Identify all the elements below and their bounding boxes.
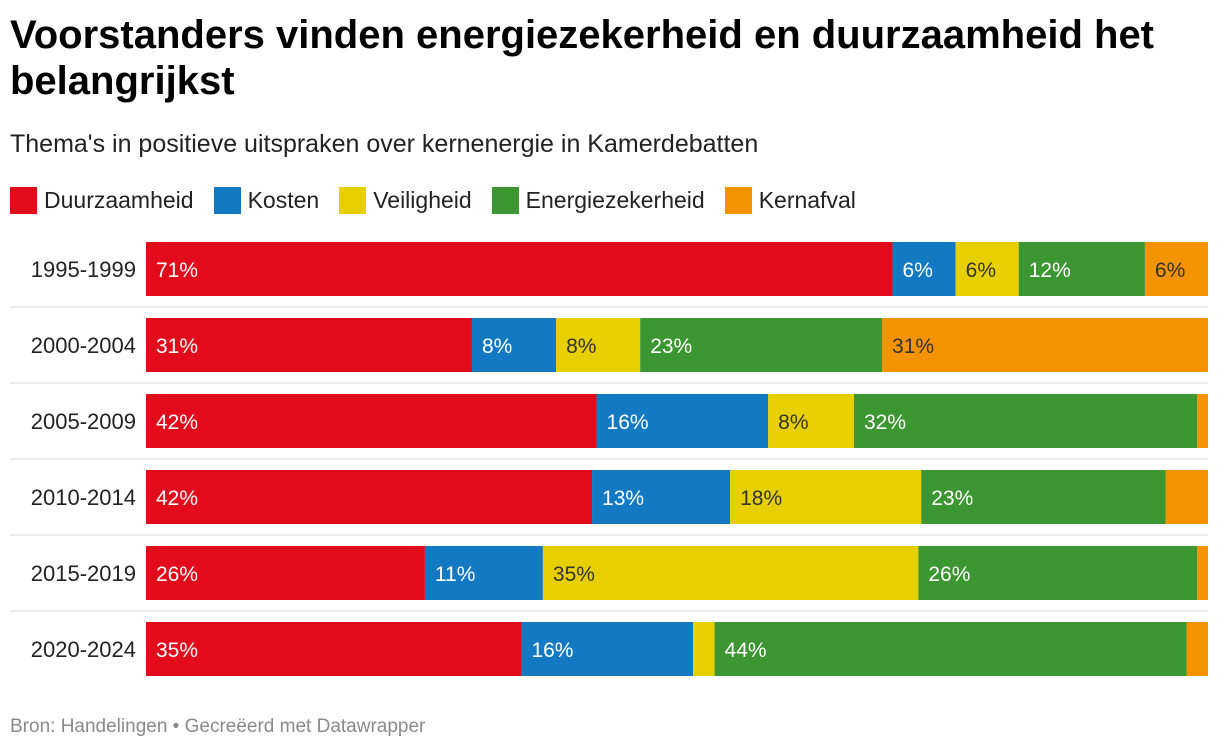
legend-item-energiezekerheid: Energiezekerheid xyxy=(491,186,705,214)
data-label: 26% xyxy=(928,563,970,586)
legend-swatch xyxy=(724,186,752,214)
data-label: 16% xyxy=(531,639,573,662)
data-label: 23% xyxy=(931,487,973,510)
bar-segment xyxy=(146,318,472,372)
row-label: 2005-2009 xyxy=(31,409,136,434)
bar-segment xyxy=(521,622,694,676)
legend-label: Kosten xyxy=(247,186,320,213)
legend-swatch xyxy=(339,186,367,214)
data-label: 8% xyxy=(482,335,512,358)
source-note: Bron: Handelingen • Gecreëerd met Datawr… xyxy=(10,716,426,737)
bar-segment xyxy=(146,394,597,448)
bar-segment xyxy=(146,546,425,600)
data-label: 42% xyxy=(156,411,198,434)
bar-segment xyxy=(542,546,919,600)
bar-segment xyxy=(1018,242,1145,296)
data-label: 8% xyxy=(778,411,808,434)
data-label: 32% xyxy=(864,411,906,434)
row-label: 2015-2019 xyxy=(31,561,136,586)
bar-segment xyxy=(640,318,883,372)
data-label: 11% xyxy=(435,563,475,586)
data-label: 35% xyxy=(156,639,198,662)
data-label: 6% xyxy=(903,259,933,282)
chart-legend: Duurzaamheid Kosten Veiligheid Energiezeker… xyxy=(10,185,876,215)
data-label: 35% xyxy=(553,563,595,586)
chart-subtitle: Thema's in positieve uitspraken over ker… xyxy=(10,130,759,158)
bar-segment xyxy=(693,622,715,676)
data-label: 26% xyxy=(156,563,198,586)
bar-segment xyxy=(146,622,522,676)
data-label: 23% xyxy=(650,335,692,358)
bar-segment xyxy=(892,242,956,296)
legend-label: Duurzaamheid xyxy=(44,186,194,213)
bar-segment xyxy=(424,546,543,600)
row-label: 2020-2024 xyxy=(31,637,136,662)
data-label: 71% xyxy=(156,259,198,282)
bar-segment xyxy=(1197,394,1208,448)
legend-label: Energiezekerheid xyxy=(525,186,705,213)
legend-item-veiligheid: Veiligheid xyxy=(339,186,472,214)
row-label: 1995-1999 xyxy=(31,257,136,282)
legend-item-duurzaamheid: Duurzaamheid xyxy=(10,186,194,214)
data-label: 12% xyxy=(1029,259,1071,282)
data-label: 31% xyxy=(156,335,198,358)
data-label: 42% xyxy=(156,487,198,510)
legend-label: Kernafval xyxy=(758,186,856,213)
bar-segment xyxy=(882,318,1208,372)
data-label: 18% xyxy=(740,487,782,510)
bar-segment xyxy=(921,470,1166,524)
data-label: 16% xyxy=(607,411,649,434)
stacked-bar-chart: 1995-1999 71% 6% 6% 12% 6% 2000-2004 31% 8% 8% 23%… xyxy=(10,242,1208,676)
data-label: 13% xyxy=(602,487,644,510)
bar-segment xyxy=(918,546,1198,600)
bar-segment xyxy=(592,470,731,524)
bar-segment xyxy=(714,622,1187,676)
legend-item-kosten: Kosten xyxy=(213,186,320,214)
bar-segment xyxy=(146,470,593,524)
bar-segment xyxy=(730,470,922,524)
bar-segment xyxy=(1186,622,1208,676)
row-label: 2010-2014 xyxy=(31,485,136,510)
legend-item-kernafval: Kernafval xyxy=(724,186,856,214)
bar-segment xyxy=(596,394,769,448)
row-label: 2000-2004 xyxy=(31,333,136,358)
legend-swatch xyxy=(213,186,241,214)
data-label: 31% xyxy=(892,335,934,358)
data-label: 8% xyxy=(566,335,596,358)
legend-swatch xyxy=(491,186,519,214)
legend-label: Veiligheid xyxy=(373,186,472,213)
bar-segment xyxy=(768,394,854,448)
legend-swatch xyxy=(10,186,37,214)
chart-title: Voorstanders vinden energiezekerheid en … xyxy=(10,13,1155,103)
data-label: 44% xyxy=(725,639,767,662)
data-label: 6% xyxy=(966,259,996,282)
bar-segment xyxy=(955,242,1019,296)
bar-segment xyxy=(146,242,893,296)
bar-segment xyxy=(1144,242,1208,296)
bar-segment xyxy=(471,318,557,372)
bar-segment xyxy=(1197,546,1208,600)
bar-segment xyxy=(1165,470,1208,524)
bar-segment xyxy=(854,394,1198,448)
bar-segment xyxy=(556,318,641,372)
data-label: 6% xyxy=(1155,259,1185,282)
